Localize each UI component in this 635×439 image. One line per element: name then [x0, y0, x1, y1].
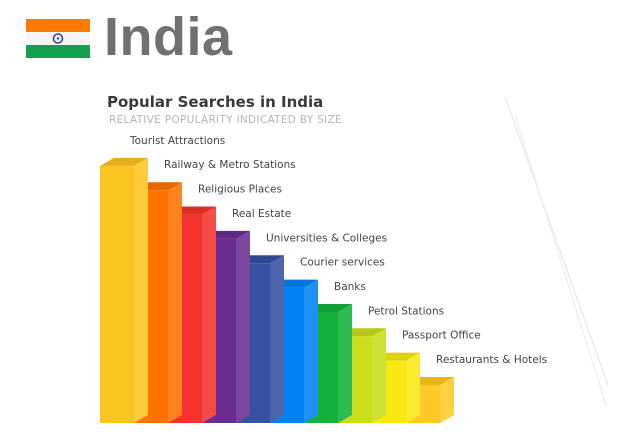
country-title: India	[104, 7, 233, 67]
bar-label: Courier services	[300, 257, 385, 269]
bar-label: Tourist Attractions	[129, 135, 225, 147]
bar-label: Petrol Stations	[368, 305, 444, 317]
bar-label: Religious Places	[198, 184, 282, 196]
bar-front	[100, 165, 134, 423]
bar-side	[236, 230, 250, 423]
bar-label: Restaurants & Hotels	[436, 354, 547, 366]
bar-side	[270, 255, 284, 423]
bar-side	[406, 352, 420, 423]
chart-subtitle: RELATIVE POPULARITY INDICATED BY SIZE	[109, 114, 342, 126]
bar-side	[372, 328, 386, 423]
chart-title: Popular Searches in India	[107, 93, 324, 111]
bar-top	[100, 157, 148, 166]
decorative-line	[514, 114, 607, 406]
bar-label: Passport Office	[402, 330, 481, 342]
bar-side	[168, 182, 182, 423]
bar-label: Universities & Colleges	[266, 232, 387, 244]
bar-1	[100, 157, 148, 423]
bar-side	[338, 303, 352, 423]
bar-label: Banks	[334, 281, 366, 293]
bar-side	[440, 377, 454, 423]
india-flag-icon	[26, 19, 90, 58]
bar-side	[304, 279, 318, 423]
bar-label: Railway & Metro Stations	[164, 159, 296, 171]
bar-side	[134, 157, 148, 423]
decorative-line	[504, 96, 609, 386]
bar-side	[202, 206, 216, 423]
bar-label: Real Estate	[232, 208, 291, 220]
